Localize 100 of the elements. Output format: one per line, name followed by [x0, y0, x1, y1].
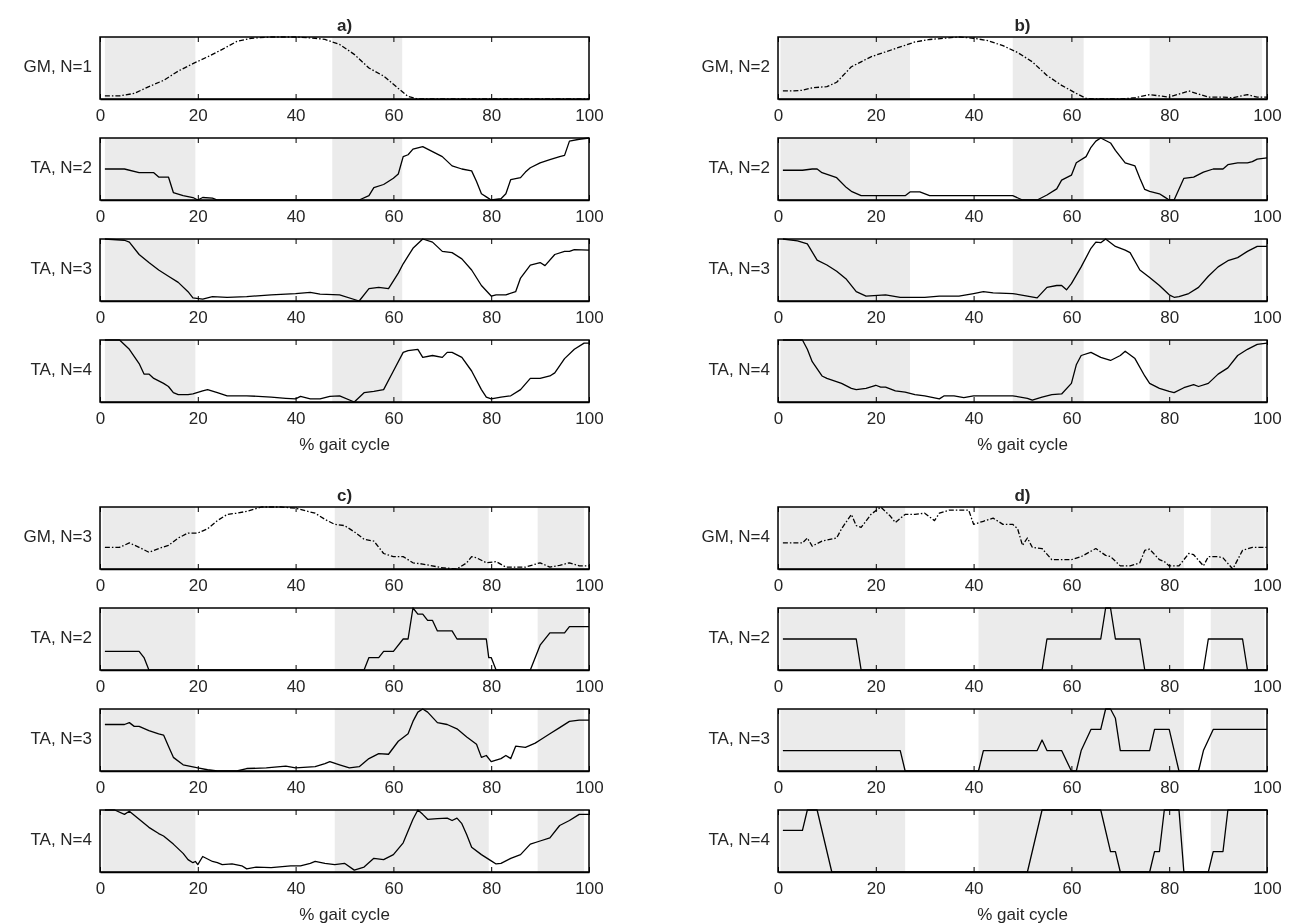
x-tick-label: 60	[384, 879, 404, 899]
x-tick-label: 80	[1160, 308, 1180, 328]
x-tick-label: 100	[575, 409, 604, 429]
x-tick-label: 0	[95, 576, 106, 596]
x-tick-label: 60	[1062, 677, 1082, 697]
y-axis-title: TA, N=2	[708, 628, 770, 648]
x-tick-label: 100	[1253, 879, 1282, 899]
x-tick-label: 100	[1253, 106, 1282, 126]
x-tick-label: 60	[384, 778, 404, 798]
y-axis-title: GM, N=2	[701, 57, 770, 77]
x-axis-title: % gait cycle	[299, 905, 390, 924]
x-tick-label: 40	[286, 308, 306, 328]
x-tick-label: 0	[95, 778, 106, 798]
x-tick-label: 0	[773, 409, 784, 429]
x-tick-label: 80	[1160, 576, 1180, 596]
x-tick-label: 100	[1253, 207, 1282, 227]
x-tick-label: 0	[95, 106, 106, 126]
x-tick-label: 0	[95, 677, 106, 697]
x-tick-label: 0	[95, 409, 106, 429]
x-tick-label: 40	[964, 106, 984, 126]
chart-title: d)	[1014, 486, 1031, 505]
x-tick-label: 0	[773, 677, 784, 697]
x-tick-label: 60	[1062, 207, 1082, 227]
x-tick-label: 20	[188, 879, 208, 899]
x-tick-label: 20	[866, 677, 886, 697]
x-tick-label: 60	[1062, 778, 1082, 798]
x-axis-title: % gait cycle	[977, 905, 1068, 924]
x-tick-label: 0	[773, 576, 784, 596]
y-axis-title: TA, N=3	[708, 729, 770, 749]
x-tick-label: 0	[773, 879, 784, 899]
y-axis-title: TA, N=4	[30, 360, 92, 380]
x-tick-label: 80	[482, 308, 502, 328]
x-tick-label: 40	[964, 308, 984, 328]
x-tick-label: 20	[866, 308, 886, 328]
x-tick-label: 60	[1062, 409, 1082, 429]
x-tick-label: 80	[482, 207, 502, 227]
y-axis-title: GM, N=4	[701, 527, 770, 547]
x-tick-label: 60	[384, 409, 404, 429]
x-tick-label: 20	[188, 409, 208, 429]
x-tick-label: 80	[1160, 106, 1180, 126]
x-tick-label: 20	[188, 207, 208, 227]
x-tick-label: 100	[575, 778, 604, 798]
y-axis-title: TA, N=4	[30, 830, 92, 850]
y-axis-title: GM, N=1	[23, 57, 92, 77]
x-tick-label: 80	[482, 576, 502, 596]
chart-title: c)	[336, 486, 353, 505]
x-tick-label: 60	[384, 308, 404, 328]
x-tick-label: 60	[1062, 106, 1082, 126]
x-axis-title: % gait cycle	[299, 435, 390, 454]
x-tick-label: 0	[773, 207, 784, 227]
x-tick-label: 20	[188, 106, 208, 126]
x-tick-label: 80	[1160, 879, 1180, 899]
x-tick-label: 20	[866, 207, 886, 227]
x-tick-label: 20	[866, 409, 886, 429]
y-axis-title: TA, N=2	[708, 158, 770, 178]
x-tick-label: 0	[95, 879, 106, 899]
x-tick-label: 60	[384, 207, 404, 227]
x-tick-label: 20	[866, 106, 886, 126]
x-tick-label: 40	[286, 677, 306, 697]
x-tick-label: 80	[482, 677, 502, 697]
x-tick-label: 80	[482, 879, 502, 899]
x-tick-label: 40	[286, 409, 306, 429]
x-tick-label: 20	[866, 879, 886, 899]
y-axis-title: TA, N=3	[30, 259, 92, 279]
x-tick-label: 0	[95, 207, 106, 227]
y-axis-title: GM, N=3	[23, 527, 92, 547]
y-axis-title: TA, N=4	[708, 830, 770, 850]
x-tick-label: 60	[384, 576, 404, 596]
x-axis-title: % gait cycle	[977, 435, 1068, 454]
y-axis-title: TA, N=3	[30, 729, 92, 749]
y-axis-title: TA, N=2	[30, 628, 92, 648]
x-tick-label: 40	[286, 879, 306, 899]
x-tick-label: 60	[1062, 879, 1082, 899]
x-tick-label: 60	[384, 677, 404, 697]
x-tick-label: 20	[866, 576, 886, 596]
x-tick-label: 20	[188, 308, 208, 328]
x-tick-label: 60	[384, 106, 404, 126]
x-tick-label: 60	[1062, 308, 1082, 328]
x-tick-label: 20	[188, 778, 208, 798]
x-tick-label: 0	[773, 778, 784, 798]
x-tick-label: 20	[188, 576, 208, 596]
x-tick-label: 80	[482, 778, 502, 798]
x-tick-label: 100	[575, 576, 604, 596]
x-tick-label: 40	[286, 778, 306, 798]
x-tick-label: 100	[1253, 308, 1282, 328]
x-tick-label: 100	[575, 677, 604, 697]
x-tick-label: 40	[964, 778, 984, 798]
x-tick-label: 80	[482, 106, 502, 126]
x-tick-label: 40	[964, 879, 984, 899]
x-tick-label: 100	[575, 207, 604, 227]
y-axis-title: TA, N=4	[708, 360, 770, 380]
chart-title: a)	[336, 16, 353, 35]
x-tick-label: 100	[1253, 677, 1282, 697]
x-tick-label: 80	[1160, 778, 1180, 798]
x-tick-label: 100	[575, 879, 604, 899]
x-tick-label: 80	[1160, 207, 1180, 227]
x-tick-label: 20	[188, 677, 208, 697]
x-tick-label: 60	[1062, 576, 1082, 596]
x-tick-label: 0	[95, 308, 106, 328]
x-tick-label: 80	[1160, 409, 1180, 429]
